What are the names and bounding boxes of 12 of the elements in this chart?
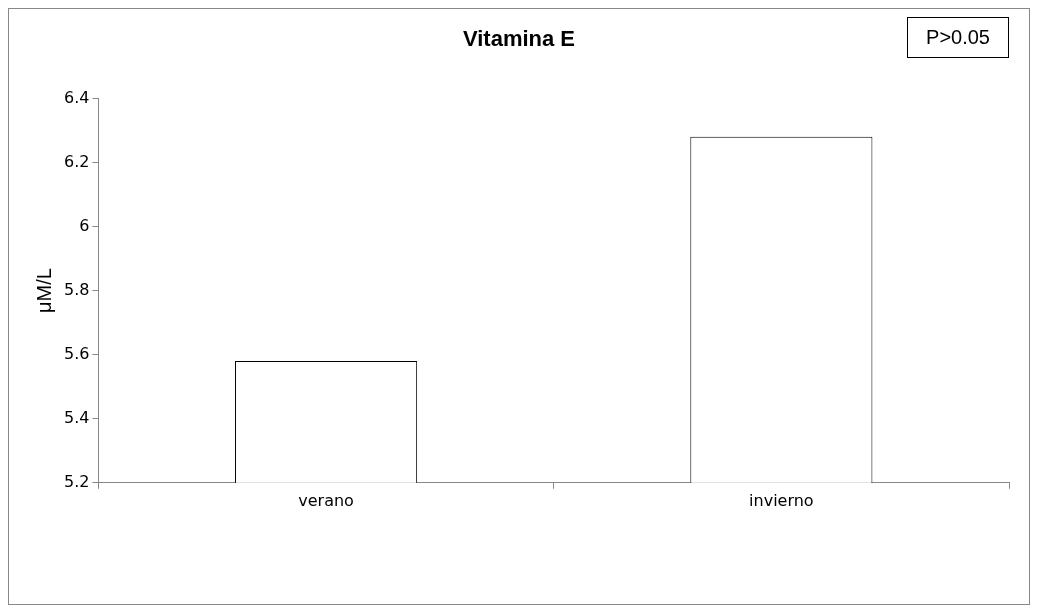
y-tick-label: 5.4: [63, 407, 90, 427]
text: P>0.05: [907, 17, 1009, 58]
x-tick-label: verano: [298, 490, 354, 510]
x-tick-label: invierno: [749, 490, 814, 510]
y-tick-label: 5.6: [63, 343, 90, 363]
chart-title: Vitamina E: [462, 26, 576, 52]
y-tick-label: 6: [79, 215, 90, 235]
y-axis-title: μM/L: [32, 268, 55, 314]
y-tick-label: 5.8: [63, 279, 90, 299]
y-tick-label: 6.4: [63, 87, 90, 107]
y-tick-label: 5.2: [63, 471, 90, 491]
y-tick-label: 6.2: [63, 151, 90, 171]
